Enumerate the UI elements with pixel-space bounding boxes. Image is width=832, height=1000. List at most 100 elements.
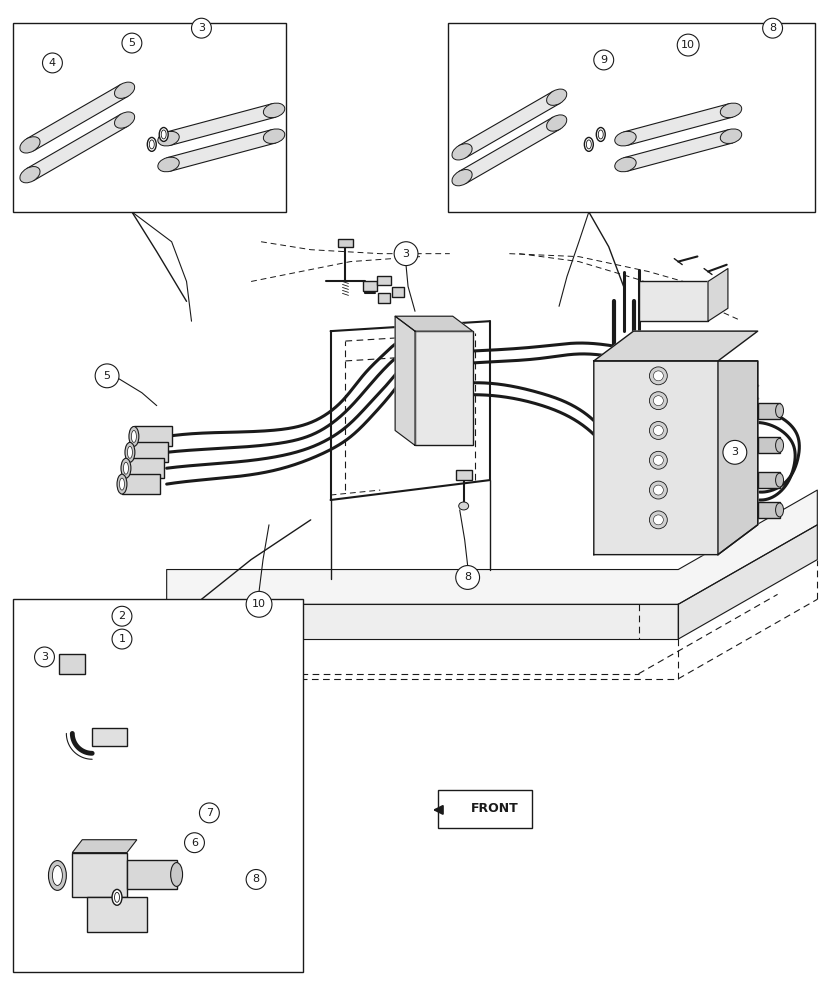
Ellipse shape <box>158 157 179 172</box>
Circle shape <box>191 18 211 38</box>
Ellipse shape <box>775 404 784 418</box>
Bar <box>59 654 85 674</box>
Bar <box>122 474 160 494</box>
Ellipse shape <box>775 438 784 452</box>
Polygon shape <box>166 129 276 171</box>
Circle shape <box>653 455 663 465</box>
Text: 10: 10 <box>252 599 266 609</box>
Ellipse shape <box>264 103 285 118</box>
Text: 2: 2 <box>118 611 126 621</box>
Ellipse shape <box>721 103 741 118</box>
Ellipse shape <box>129 426 139 446</box>
Bar <box>638 281 708 321</box>
Circle shape <box>112 629 132 649</box>
Ellipse shape <box>775 503 784 517</box>
Circle shape <box>185 833 205 853</box>
Ellipse shape <box>115 112 135 128</box>
Circle shape <box>95 364 119 388</box>
Ellipse shape <box>112 889 122 905</box>
Text: 9: 9 <box>600 55 607 65</box>
Polygon shape <box>395 316 415 445</box>
Polygon shape <box>395 316 473 331</box>
Bar <box>127 860 176 889</box>
Bar <box>12 599 303 972</box>
Bar <box>134 426 171 446</box>
Ellipse shape <box>149 140 154 149</box>
Circle shape <box>650 422 667 439</box>
Polygon shape <box>166 604 678 639</box>
Bar <box>338 239 354 247</box>
Ellipse shape <box>452 170 472 186</box>
Circle shape <box>42 53 62 73</box>
Ellipse shape <box>125 442 135 462</box>
Text: 6: 6 <box>191 838 198 848</box>
Ellipse shape <box>52 866 62 885</box>
Text: 5: 5 <box>103 371 111 381</box>
Ellipse shape <box>584 137 593 151</box>
Circle shape <box>122 33 141 53</box>
Ellipse shape <box>547 115 567 131</box>
Ellipse shape <box>115 82 135 98</box>
Bar <box>72 853 127 897</box>
Ellipse shape <box>20 167 40 183</box>
Bar <box>758 472 780 488</box>
Ellipse shape <box>161 130 166 139</box>
Text: 8: 8 <box>464 572 471 582</box>
Circle shape <box>763 18 783 38</box>
Ellipse shape <box>147 137 156 151</box>
Polygon shape <box>72 840 137 853</box>
Polygon shape <box>458 91 560 158</box>
Bar <box>126 458 164 478</box>
Polygon shape <box>708 269 728 321</box>
Ellipse shape <box>121 458 131 478</box>
Polygon shape <box>166 104 276 145</box>
Ellipse shape <box>123 462 128 474</box>
Text: 3: 3 <box>403 249 409 259</box>
Bar <box>758 502 780 518</box>
Text: 4: 4 <box>49 58 56 68</box>
Polygon shape <box>718 361 758 555</box>
Circle shape <box>653 515 663 525</box>
Ellipse shape <box>615 131 636 146</box>
Circle shape <box>246 870 266 889</box>
Circle shape <box>35 647 54 667</box>
Text: 10: 10 <box>681 40 696 50</box>
Bar <box>12 23 286 212</box>
Circle shape <box>650 392 667 410</box>
Circle shape <box>594 50 614 70</box>
Ellipse shape <box>127 446 132 458</box>
Polygon shape <box>594 361 758 555</box>
Bar <box>758 437 780 453</box>
Circle shape <box>653 396 663 406</box>
Bar <box>364 281 377 291</box>
Bar <box>456 470 472 480</box>
Ellipse shape <box>115 892 120 902</box>
Bar <box>92 728 127 746</box>
Circle shape <box>650 511 667 529</box>
Polygon shape <box>458 117 560 184</box>
Bar <box>758 403 780 419</box>
Text: 7: 7 <box>206 808 213 818</box>
Bar <box>379 293 390 303</box>
Ellipse shape <box>587 140 592 149</box>
Bar <box>438 790 532 828</box>
Text: 8: 8 <box>769 23 776 33</box>
Ellipse shape <box>597 128 605 141</box>
Bar <box>377 276 391 285</box>
Ellipse shape <box>159 128 168 141</box>
Bar <box>415 331 473 445</box>
Circle shape <box>723 440 747 464</box>
Ellipse shape <box>721 129 741 143</box>
Ellipse shape <box>158 131 179 146</box>
Ellipse shape <box>615 157 636 172</box>
Polygon shape <box>166 490 817 604</box>
Ellipse shape <box>547 89 567 105</box>
Ellipse shape <box>120 478 125 490</box>
Bar <box>392 287 404 297</box>
Circle shape <box>246 591 272 617</box>
Text: 3: 3 <box>731 447 738 457</box>
Bar <box>130 442 168 462</box>
Ellipse shape <box>171 863 182 886</box>
Circle shape <box>653 371 663 381</box>
Ellipse shape <box>775 473 784 487</box>
